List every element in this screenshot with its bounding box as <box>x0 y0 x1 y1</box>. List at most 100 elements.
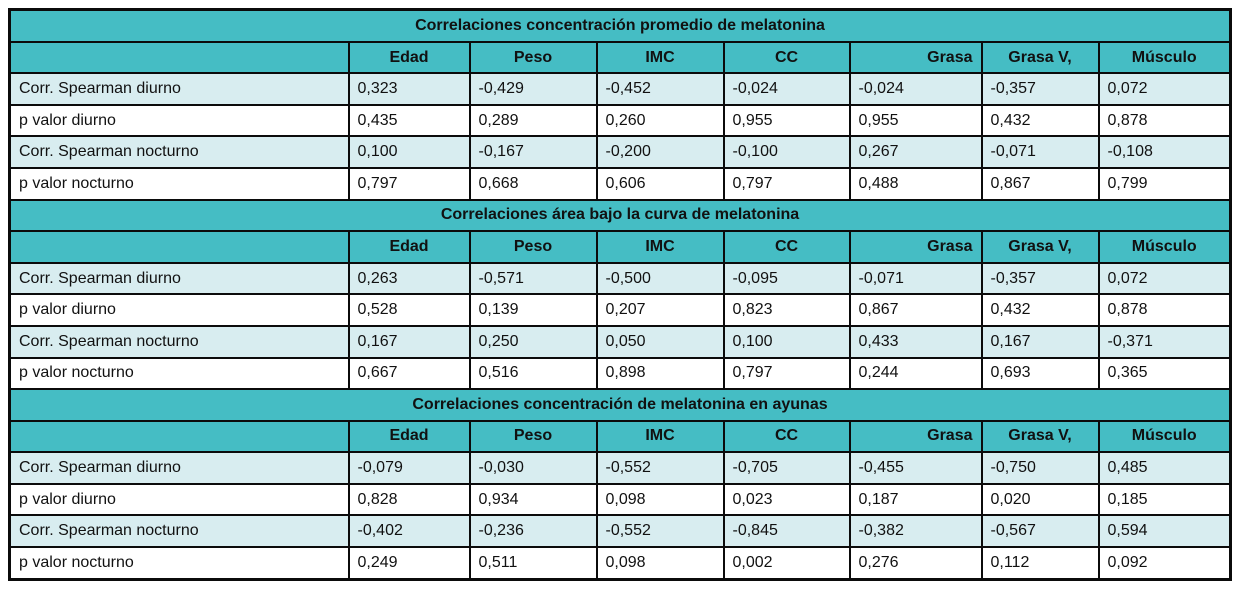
column-header-row: Edad Peso IMC CC Grasa Grasa V, Músculo <box>8 230 1232 264</box>
value-cell: 0,898 <box>595 356 725 391</box>
value-cell: 0,289 <box>468 103 598 138</box>
table-row: Corr. Spearman diurno -0,079 -0,030 -0,552 -… <box>8 451 1232 485</box>
value-cell: -0,030 <box>468 451 598 485</box>
corner-cell <box>8 419 350 454</box>
value-cell: -0,236 <box>468 514 598 548</box>
value-cell: -0,567 <box>980 514 1100 548</box>
value-cell: 0,020 <box>980 482 1100 517</box>
value-cell: -0,167 <box>468 135 598 170</box>
row-label-cell: p valor diurno <box>8 103 350 138</box>
value-cell: 0,797 <box>347 167 471 201</box>
value-cell: 0,185 <box>1097 482 1232 517</box>
column-header-cell: Peso <box>468 230 598 264</box>
value-cell: 0,693 <box>980 356 1100 391</box>
row-label-cell: p valor nocturno <box>8 546 350 581</box>
row-label-cell: Corr. Spearman nocturno <box>8 324 350 359</box>
column-header-cell: Grasa <box>848 230 983 264</box>
value-cell: 0,092 <box>1097 546 1232 581</box>
table-row: Corr. Spearman nocturno -0,402 -0,236 -0,55… <box>8 514 1232 548</box>
value-cell: -0,357 <box>980 72 1100 106</box>
value-cell: 0,098 <box>595 482 725 517</box>
value-cell: 0,100 <box>347 135 471 170</box>
row-label-cell: Corr. Spearman nocturno <box>8 514 350 548</box>
value-cell: -0,200 <box>595 135 725 170</box>
value-cell: 0,823 <box>722 293 851 327</box>
value-cell: 0,260 <box>595 103 725 138</box>
column-header-cell: CC <box>722 230 851 264</box>
value-cell: 0,867 <box>980 167 1100 201</box>
value-cell: 0,511 <box>468 546 598 581</box>
section-title: Correlaciones concentración de melatonin… <box>8 388 1232 422</box>
column-header-cell: Edad <box>347 419 471 454</box>
value-cell: 0,955 <box>848 103 983 138</box>
value-cell: -0,079 <box>347 451 471 485</box>
value-cell: 0,002 <box>722 546 851 581</box>
correlation-table: Correlaciones concentración promedio de … <box>8 8 1232 581</box>
value-cell: 0,432 <box>980 293 1100 327</box>
column-header-cell: CC <box>722 40 851 75</box>
column-header-cell: Músculo <box>1097 40 1232 75</box>
table-row: Corr. Spearman diurno 0,323 -0,429 -0,452 -0… <box>8 72 1232 106</box>
column-header-cell: Grasa V, <box>980 40 1100 75</box>
value-cell: 0,244 <box>848 356 983 391</box>
row-label-cell: Corr. Spearman diurno <box>8 451 350 485</box>
value-cell: 0,668 <box>468 167 598 201</box>
value-cell: -0,750 <box>980 451 1100 485</box>
value-cell: 0,878 <box>1097 103 1232 138</box>
column-header-row: Edad Peso IMC CC Grasa Grasa V, Músculo <box>8 40 1232 75</box>
value-cell: 0,797 <box>722 167 851 201</box>
value-cell: 0,485 <box>1097 451 1232 485</box>
value-cell: -0,071 <box>848 261 983 296</box>
value-cell: 0,934 <box>468 482 598 517</box>
column-header-cell: Edad <box>347 230 471 264</box>
value-cell: -0,452 <box>595 72 725 106</box>
table-row: p valor nocturno 0,667 0,516 0,898 0,797 0,24… <box>8 356 1232 391</box>
column-header-cell: Grasa V, <box>980 419 1100 454</box>
value-cell: 0,267 <box>848 135 983 170</box>
value-cell: -0,500 <box>595 261 725 296</box>
row-label-cell: p valor diurno <box>8 482 350 517</box>
value-cell: 0,098 <box>595 546 725 581</box>
row-label-cell: p valor nocturno <box>8 167 350 201</box>
table-row: Corr. Spearman nocturno 0,100 -0,167 -0,200… <box>8 135 1232 170</box>
value-cell: 0,187 <box>848 482 983 517</box>
column-header-cell: IMC <box>595 230 725 264</box>
row-label-cell: Corr. Spearman diurno <box>8 72 350 106</box>
value-cell: 0,878 <box>1097 293 1232 327</box>
value-cell: -0,552 <box>595 451 725 485</box>
value-cell: 0,072 <box>1097 72 1232 106</box>
column-header-cell: Músculo <box>1097 230 1232 264</box>
value-cell: 0,955 <box>722 103 851 138</box>
value-cell: 0,365 <box>1097 356 1232 391</box>
value-cell: 0,828 <box>347 482 471 517</box>
column-header-cell: Peso <box>468 40 598 75</box>
column-header-cell: IMC <box>595 419 725 454</box>
column-header-cell: IMC <box>595 40 725 75</box>
table-row: p valor nocturno 0,797 0,668 0,606 0,797 0,48… <box>8 167 1232 201</box>
table-row: Corr. Spearman nocturno 0,167 0,250 0,050 0,… <box>8 324 1232 359</box>
value-cell: 0,867 <box>848 293 983 327</box>
value-cell: -0,382 <box>848 514 983 548</box>
value-cell: 0,207 <box>595 293 725 327</box>
column-header-cell: Músculo <box>1097 419 1232 454</box>
value-cell: 0,167 <box>980 324 1100 359</box>
value-cell: -0,100 <box>722 135 851 170</box>
value-cell: -0,357 <box>980 261 1100 296</box>
value-cell: 0,100 <box>722 324 851 359</box>
value-cell: 0,606 <box>595 167 725 201</box>
value-cell: -0,429 <box>468 72 598 106</box>
row-label-cell: p valor diurno <box>8 293 350 327</box>
row-label-cell: p valor nocturno <box>8 356 350 391</box>
value-cell: -0,402 <box>347 514 471 548</box>
value-cell: 0,528 <box>347 293 471 327</box>
value-cell: 0,432 <box>980 103 1100 138</box>
column-header-cell: Grasa <box>848 40 983 75</box>
value-cell: -0,024 <box>848 72 983 106</box>
value-cell: 0,323 <box>347 72 471 106</box>
value-cell: 0,594 <box>1097 514 1232 548</box>
value-cell: 0,435 <box>347 103 471 138</box>
value-cell: 0,276 <box>848 546 983 581</box>
section-row-title: Correlaciones concentración promedio de … <box>8 8 1232 43</box>
value-cell: -0,552 <box>595 514 725 548</box>
value-cell: 0,167 <box>347 324 471 359</box>
